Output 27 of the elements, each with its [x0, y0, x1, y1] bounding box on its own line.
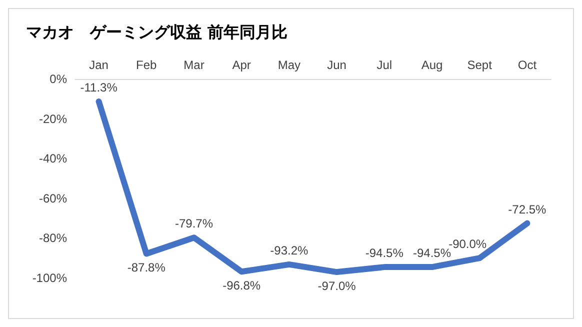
data-label: -87.8%	[127, 260, 166, 275]
x-tick-label: Jan	[89, 58, 108, 72]
data-label: -93.2%	[270, 243, 309, 258]
data-label: -96.8%	[222, 278, 261, 293]
y-tick-label: 0%	[50, 72, 68, 86]
y-tick-label: -100%	[32, 271, 68, 285]
x-tick-label: Apr	[232, 58, 251, 72]
x-tick-label: Jul	[376, 58, 392, 72]
data-label: -79.7%	[174, 216, 214, 231]
y-tick-label: -80%	[38, 231, 68, 246]
x-tick-label: Sept	[467, 58, 493, 72]
data-label: -94.5%	[365, 246, 404, 260]
x-tick-label: Mar	[184, 58, 204, 72]
y-tick-label: -20%	[38, 112, 68, 126]
data-label: -11.3%	[80, 80, 118, 94]
x-tick-label: Aug	[421, 58, 443, 72]
x-tick-label: May	[278, 58, 301, 72]
y-tick-label: -60%	[38, 191, 68, 206]
chart-title: マカオ ゲーミング収益 前年同月比	[26, 22, 288, 42]
y-tick-label: -40%	[38, 152, 68, 166]
x-tick-label: Feb	[136, 58, 158, 72]
x-tick-label: Jun	[327, 58, 346, 72]
data-label: -90.0%	[448, 237, 487, 252]
x-tick-label: Oct	[518, 58, 538, 72]
data-label: -97.0%	[318, 279, 356, 294]
data-label: -94.5%	[412, 246, 452, 260]
data-label: -72.5%	[508, 202, 547, 216]
